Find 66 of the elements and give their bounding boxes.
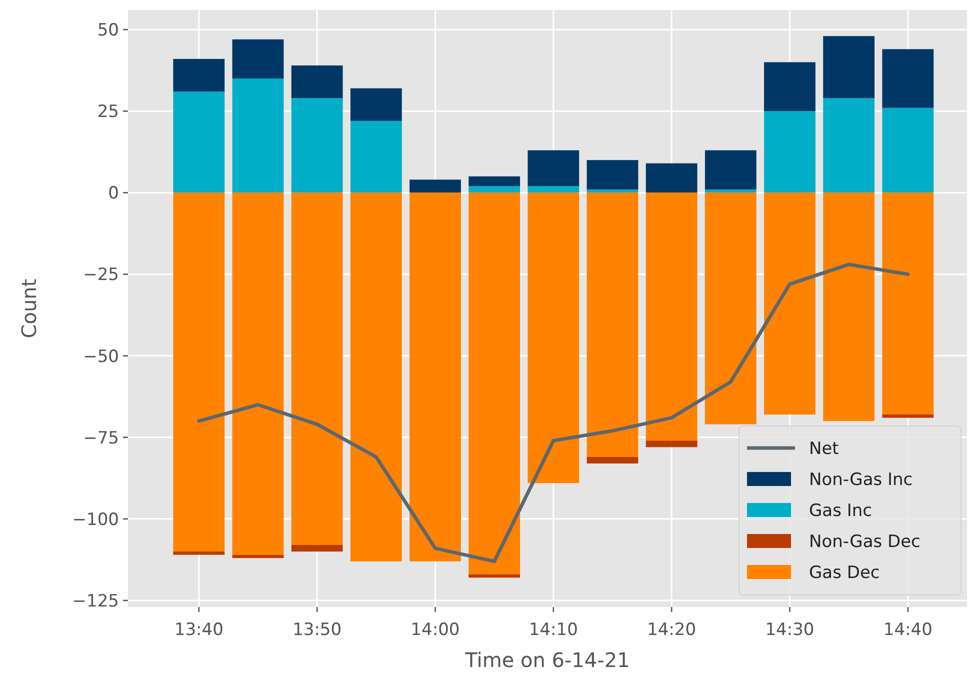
bar	[232, 192, 284, 555]
bar	[232, 554, 284, 558]
bar	[410, 180, 461, 193]
bar	[350, 192, 402, 562]
y-tick-label: −100	[72, 510, 119, 530]
bar	[764, 111, 816, 193]
y-tick-label: 50	[97, 20, 119, 41]
bar	[704, 189, 756, 193]
legend-label: Non-Gas Dec	[809, 532, 920, 552]
bar	[704, 192, 756, 424]
x-tick-label: 13:50	[292, 620, 342, 640]
legend-label: Gas Inc	[809, 500, 872, 521]
bar	[528, 192, 580, 484]
bar	[882, 192, 934, 415]
bar	[173, 552, 225, 555]
bar	[586, 189, 638, 193]
bar	[764, 192, 816, 415]
y-tick-label: −25	[83, 265, 119, 286]
bar	[764, 62, 816, 112]
bar	[528, 150, 580, 186]
y-tick-label: −75	[83, 428, 119, 448]
bar	[173, 192, 225, 552]
legend-label: Net	[809, 438, 840, 459]
legend-label: Non-Gas Inc	[809, 470, 913, 490]
x-tick-label: 14:10	[528, 620, 578, 640]
bar	[291, 98, 343, 193]
bar	[350, 120, 402, 193]
bar	[586, 192, 638, 457]
bar	[350, 88, 402, 121]
bar	[173, 92, 225, 193]
bar	[882, 49, 934, 108]
bar	[823, 98, 875, 193]
bar	[823, 192, 875, 422]
x-tick-label: 14:20	[647, 620, 696, 640]
x-tick-label: 13:40	[174, 620, 224, 640]
bar	[173, 58, 225, 92]
bar	[291, 65, 343, 98]
bar	[291, 545, 343, 552]
bar	[586, 456, 638, 464]
x-axis-title: Time on 6-14-21	[464, 648, 630, 672]
bar	[468, 186, 520, 193]
bar	[468, 574, 520, 578]
bar	[646, 440, 698, 448]
legend-label: Gas Dec	[809, 562, 880, 583]
y-tick-label: 0	[108, 184, 119, 204]
bar	[586, 160, 638, 190]
bar	[646, 163, 698, 193]
bar	[528, 186, 580, 193]
bar	[410, 192, 461, 562]
x-tick-label: 14:30	[765, 620, 814, 640]
bar	[232, 39, 284, 79]
x-tick-label: 14:40	[883, 620, 932, 640]
bar	[232, 78, 284, 193]
bar	[823, 36, 875, 98]
bar	[468, 176, 520, 186]
bar	[468, 192, 520, 574]
y-axis-title: Count	[17, 278, 41, 338]
y-tick-label: 25	[97, 102, 119, 122]
bar	[882, 108, 934, 193]
y-tick-label: −125	[72, 591, 119, 612]
bar	[291, 192, 343, 546]
x-tick-label: 14:00	[410, 620, 460, 640]
bar	[646, 192, 698, 441]
bar	[882, 414, 934, 418]
y-tick-label: −50	[83, 346, 119, 367]
bar	[704, 150, 756, 190]
